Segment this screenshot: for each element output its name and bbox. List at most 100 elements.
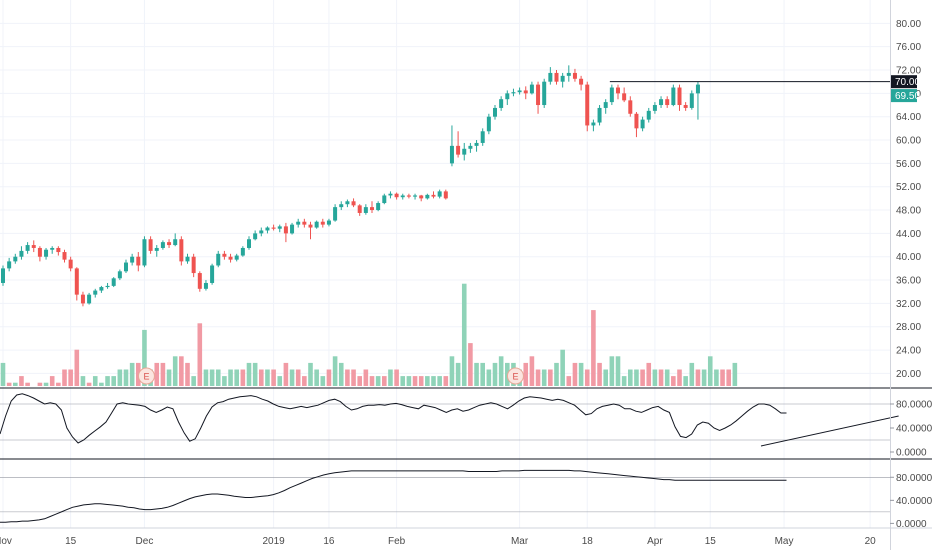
candle-body	[19, 250, 24, 257]
price-tick-label: 80.00	[896, 19, 921, 30]
candle-body	[683, 105, 688, 108]
candle-body	[142, 239, 147, 266]
candle-body	[517, 90, 522, 93]
price-tick-label: 52.00	[896, 182, 921, 193]
volume-bar	[172, 356, 178, 386]
volume-bar	[560, 349, 565, 386]
volume-bar	[234, 369, 239, 386]
volume-bar	[351, 369, 356, 386]
volume-bar	[707, 356, 713, 386]
volume-bar	[363, 369, 369, 386]
volume-bar	[701, 369, 707, 386]
candle-body	[333, 207, 338, 221]
volume-bar	[418, 376, 424, 386]
volume-bar	[664, 369, 670, 386]
candle-body	[603, 102, 608, 108]
volume-bar	[332, 356, 338, 386]
stochastic-trendline	[760, 415, 899, 447]
time-tick-label: Mar	[511, 536, 529, 547]
candle-body	[609, 87, 614, 103]
candle-body	[634, 113, 639, 129]
volume-bar	[548, 369, 553, 386]
volume-bar	[523, 362, 529, 386]
candle-body	[44, 249, 49, 257]
candle-body	[124, 262, 128, 272]
volume-bar	[19, 376, 24, 386]
volume-bar	[683, 376, 688, 386]
volume-bar	[320, 376, 326, 386]
candle-body	[449, 145, 454, 164]
candle-body	[370, 207, 374, 211]
time-tick-label: 16	[323, 536, 335, 547]
candle-body	[7, 261, 12, 269]
candle-body	[136, 256, 141, 266]
candle-body	[148, 239, 153, 251]
candle-body	[456, 145, 461, 155]
candle-body	[13, 256, 18, 262]
candle-body	[425, 194, 430, 199]
candle-body	[505, 93, 510, 100]
volume-bar	[203, 369, 209, 386]
candle-body	[216, 253, 221, 266]
volume-bar	[634, 369, 639, 386]
volume-bar	[289, 369, 295, 386]
volume-bar	[86, 382, 92, 386]
candle-body	[222, 253, 227, 257]
volume-bar	[25, 382, 30, 386]
volume-bar	[726, 369, 731, 386]
volume-bar	[265, 369, 270, 386]
candle-body	[597, 107, 602, 123]
volume-bar	[209, 369, 215, 386]
volume-bar	[406, 376, 412, 386]
candle-body	[277, 226, 282, 229]
candle-body	[640, 119, 645, 129]
candle-body	[74, 268, 79, 295]
volume-bar	[695, 369, 701, 386]
price-tick-label: 20.00	[896, 369, 921, 380]
volume-bar	[338, 362, 344, 386]
candle-body	[376, 203, 381, 211]
candle-body	[290, 224, 295, 234]
price-tick-label: 28.00	[896, 322, 921, 333]
volume-bar	[117, 369, 123, 386]
candle-body	[302, 221, 307, 225]
candle-body	[622, 93, 627, 101]
volume-bar	[295, 369, 301, 386]
volume-bar	[597, 362, 602, 386]
volume-bar	[56, 382, 61, 386]
candle-body	[529, 84, 534, 94]
candle-body	[203, 282, 208, 289]
lower-indicator-tick-label: 80.0000	[896, 473, 932, 484]
price-tick-label: 76.00	[896, 42, 921, 53]
volume-bar	[345, 369, 350, 386]
volume-bar	[425, 376, 430, 386]
candle-body	[167, 242, 172, 246]
volume-bar	[191, 376, 196, 386]
volume-bar	[388, 369, 393, 386]
candle-body	[283, 226, 288, 234]
candle-body	[628, 100, 633, 114]
earnings-marker-label: E	[143, 372, 149, 382]
volume-bar	[529, 356, 535, 386]
volume-bar	[166, 369, 172, 386]
stochastic-line	[0, 393, 787, 444]
volume-bar	[566, 376, 572, 386]
volume-bar	[437, 376, 442, 386]
volume-bar	[382, 376, 387, 386]
price-tick-label: 24.00	[896, 346, 921, 357]
lower-indicator-tick-label: 40.0000	[896, 496, 932, 507]
candle-body	[566, 72, 571, 76]
volume-bar	[486, 369, 492, 386]
candle-body	[87, 294, 92, 304]
volume-bar	[431, 376, 436, 386]
candle-body	[511, 92, 516, 94]
candle-body	[314, 221, 319, 228]
candle-body	[351, 201, 356, 206]
time-tick-label: 20	[865, 536, 877, 547]
time-tick-label: 18	[582, 536, 594, 547]
candle-body	[191, 256, 196, 274]
volume-bar	[49, 376, 55, 386]
volume-bar	[492, 362, 498, 386]
